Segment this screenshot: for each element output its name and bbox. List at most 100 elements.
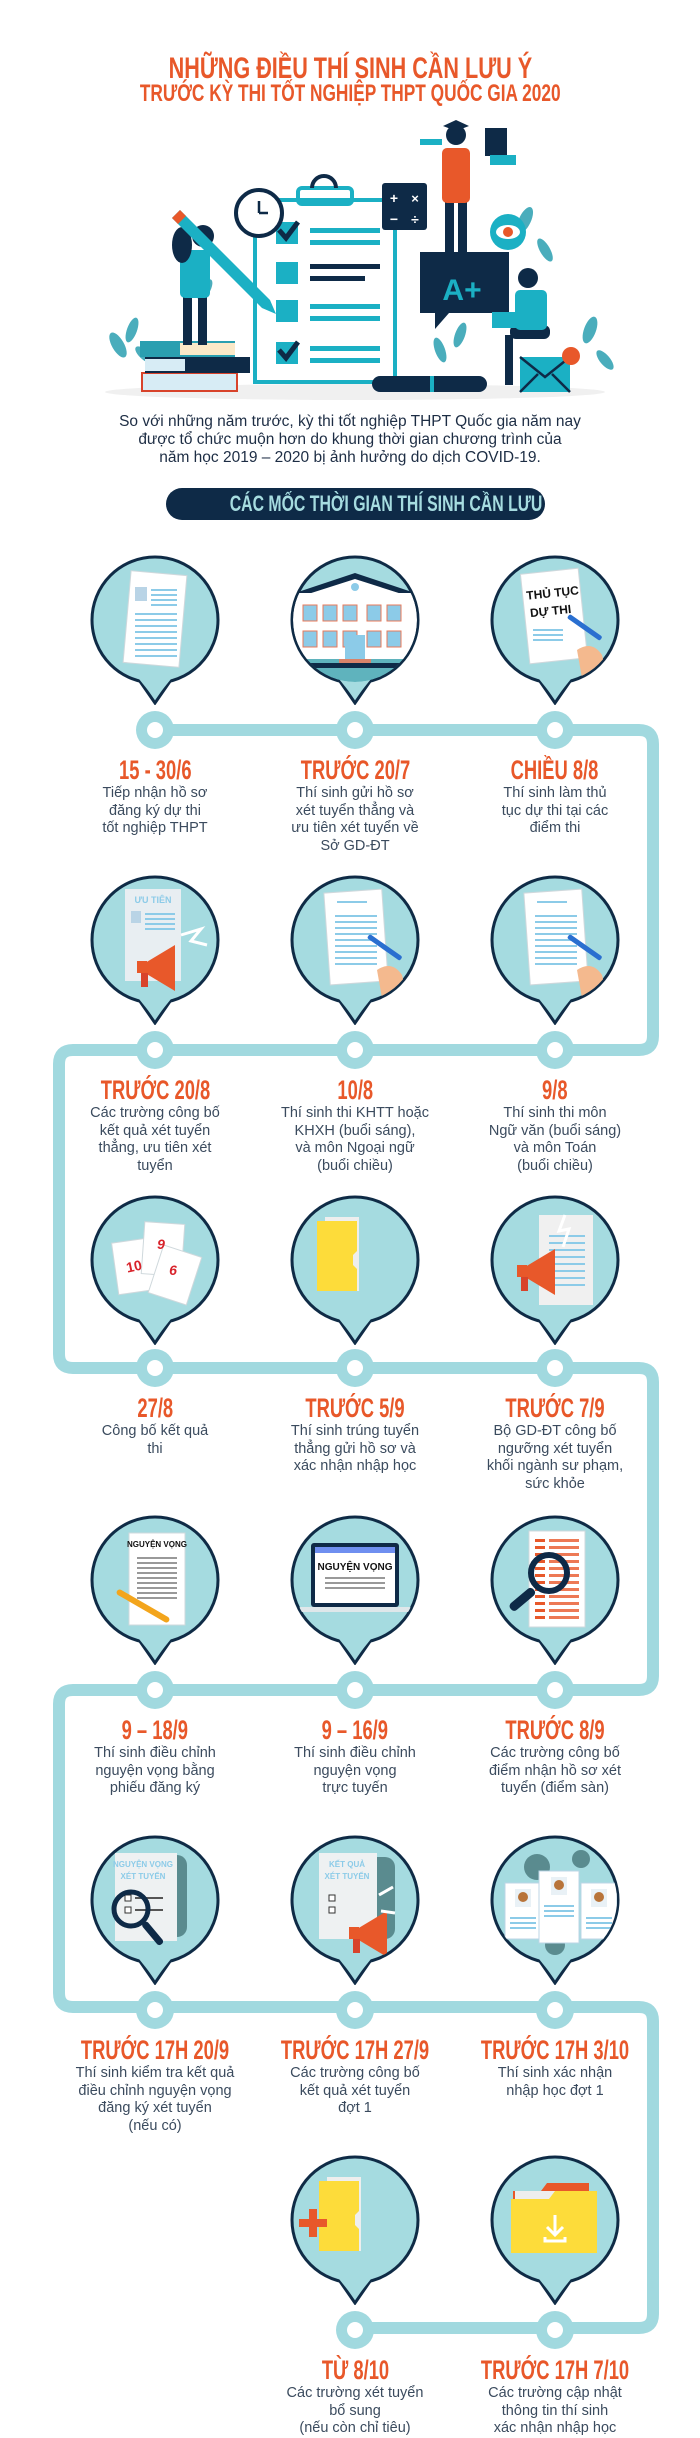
svg-text:×: × — [411, 191, 419, 206]
milestone-illustration — [485, 1195, 625, 1346]
calculator-icon: + × − ÷ — [382, 183, 427, 230]
milestone-description: Các trường công bố kết quả xét tuyển thẳ… — [90, 1105, 220, 1174]
milestone-description: Công bố kết quả thi — [101, 1423, 209, 1457]
milestone-description: Thí sinh xác nhận nhập học đợt 1 — [497, 2065, 613, 2099]
milestone-illustration: KẾT QUẢ XÉT TUYỂN — [285, 1835, 425, 1986]
milestone-illustration: NGUYỆN VỌNG — [285, 1515, 425, 1666]
timeline-line — [53, 724, 659, 2334]
svg-text:−: − — [390, 211, 398, 227]
folder-download-icon — [490, 2155, 620, 2306]
milestone-description: Thí sinh gửi hồ sơ xét tuyển thẳng và ưu… — [291, 785, 419, 854]
svg-text:+: + — [390, 190, 398, 206]
timeline-node — [536, 1671, 574, 1709]
milestone-description: Các trường công bố điểm nhận hồ sơ xét t… — [488, 1745, 622, 1797]
timeline-node — [336, 1991, 374, 2029]
icon-label: NGUYỆN VỌNG — [127, 1540, 187, 1549]
milestone-date: TRƯỚC 17H 7/10 — [480, 2355, 630, 2385]
milestone-date: TRƯỚC 7/9 — [505, 1393, 605, 1423]
milestone-date: TRƯỚC 20/7 — [300, 755, 410, 785]
icon-label: XÉT TUYỂN — [325, 1872, 370, 1881]
milestone-date: 10/8 — [337, 1075, 373, 1105]
milestone-date: TRƯỚC 17H 27/9 — [280, 2035, 430, 2065]
announcement-icon — [490, 1195, 620, 1346]
header-illustration: + × − ÷ A+ — [105, 120, 614, 400]
timeline-node — [536, 1991, 574, 2029]
timeline-node — [136, 711, 174, 749]
books — [140, 341, 250, 392]
icon-label: NGUYỆN VỌNG — [317, 1560, 392, 1573]
pen-decoration — [372, 376, 487, 392]
milestone-illustration — [285, 1195, 425, 1346]
timeline-node — [136, 1031, 174, 1069]
magnifier-document-icon — [490, 1515, 620, 1666]
icon-label: DỰ THI — [529, 602, 572, 620]
milestone-date: 27/8 — [137, 1393, 173, 1423]
milestone-description: Thí sinh điều chỉnh nguyện vọng bằng phi… — [94, 1745, 216, 1797]
intro-paragraph: So với những năm trước, kỳ thi tốt nghiệ… — [119, 413, 581, 466]
milestone-date: TRƯỚC 17H 20/9 — [80, 2035, 230, 2065]
svg-text:A+: A+ — [442, 274, 481, 307]
milestone-illustration — [285, 555, 425, 706]
milestone-description: Thí sinh thi môn Ngữ văn (buổi sáng) và … — [488, 1105, 622, 1174]
timeline-node — [136, 1991, 174, 2029]
milestone-date: TỪ 8/10 — [321, 2355, 389, 2385]
milestone-date: 15 - 30/6 — [118, 755, 192, 785]
envelope-icon — [519, 347, 580, 393]
timeline-node — [336, 1349, 374, 1387]
milestone-illustration: 10 9 6 — [85, 1195, 225, 1346]
milestone-illustration: NGUYỆN VỌNG XÉT TUYỂN — [85, 1835, 225, 1986]
scroll-megaphone-icon: KẾT QUẢ XÉT TUYỂN — [290, 1835, 420, 1986]
laptop-icon: NGUYỆN VỌNG — [290, 1515, 420, 1666]
profiles-gears-icon — [490, 1835, 620, 1986]
document-icon — [90, 555, 220, 706]
milestone-description: Thí sinh làm thủ tục dự thi tại các điểm… — [501, 785, 609, 837]
milestone-illustration — [485, 875, 625, 1026]
timeline-node — [136, 1349, 174, 1387]
icon-label: THỦ TỤC — [526, 582, 580, 602]
icon-label: XÉT TUYỂN — [121, 1872, 166, 1881]
exam-writing-icon — [290, 875, 420, 1026]
milestone-illustration — [485, 1835, 625, 1986]
page-subtitle: TRƯỚC KỲ THI TỐT NGHIỆP THPT QUỐC GIA 20… — [139, 80, 561, 107]
timeline-node — [336, 1031, 374, 1069]
exam-writing-icon — [490, 875, 620, 1026]
milestone-date: CHIỀU 8/8 — [511, 755, 599, 785]
milestone-description: Các trường xét tuyển bổ sung (nếu còn ch… — [286, 2385, 424, 2437]
milestone-date: TRƯỚC 20/8 — [100, 1075, 210, 1105]
milestone-date: 9/8 — [542, 1075, 568, 1105]
milestone-illustration — [485, 2155, 625, 2306]
milestone-description: Bộ GD-ĐT công bố ngưỡng xét tuyển khối n… — [486, 1423, 624, 1492]
milestone-date: 9 – 18/9 — [121, 1715, 189, 1745]
milestone-date: TRƯỚC 8/9 — [505, 1715, 605, 1745]
timeline-node — [536, 1031, 574, 1069]
eye-badge — [490, 214, 526, 250]
timeline-node — [336, 711, 374, 749]
score-papers-icon: 10 96 — [90, 1195, 220, 1346]
icon-label: KẾT QUẢ — [329, 1859, 365, 1869]
timeline-node — [336, 2311, 374, 2349]
icon-label: ƯU TIÊN — [135, 894, 172, 905]
milestone-description: Tiếp nhận hồ sơ đăng ký dự thi tốt nghiệ… — [102, 785, 208, 837]
scroll-magnifier-icon: NGUYỆN VỌNG XÉT TUYỂN — [90, 1835, 220, 1986]
milestone-illustration — [85, 555, 225, 706]
milestone-date: 9 – 16/9 — [321, 1715, 389, 1745]
milestone-description: Các trường công bố kết quả xét tuyển đợt… — [290, 2065, 420, 2117]
milestone-description: Thí sinh kiểm tra kết quả điều chỉnh ngu… — [75, 2065, 235, 2134]
milestone-description: Thí sinh trúng tuyển thẳng gửi hồ sơ và … — [290, 1423, 420, 1475]
milestone-illustration — [285, 875, 425, 1026]
milestone-illustration: NGUYỆN VỌNG — [85, 1515, 225, 1666]
milestone-illustration: ƯU TIÊN — [85, 875, 225, 1026]
person-standing — [420, 120, 516, 252]
icon-label: 9 — [157, 1236, 165, 1252]
milestone-illustration — [485, 1515, 625, 1666]
clock-icon — [234, 188, 284, 238]
person-sitting — [492, 268, 550, 385]
school-building-icon — [290, 555, 420, 706]
icon-label: 10 — [125, 1257, 144, 1276]
timeline-node — [336, 1671, 374, 1709]
person-with-pencil — [172, 210, 276, 345]
timeline-node — [536, 1349, 574, 1387]
svg-text:÷: ÷ — [411, 211, 419, 227]
folder-icon — [290, 1195, 420, 1346]
